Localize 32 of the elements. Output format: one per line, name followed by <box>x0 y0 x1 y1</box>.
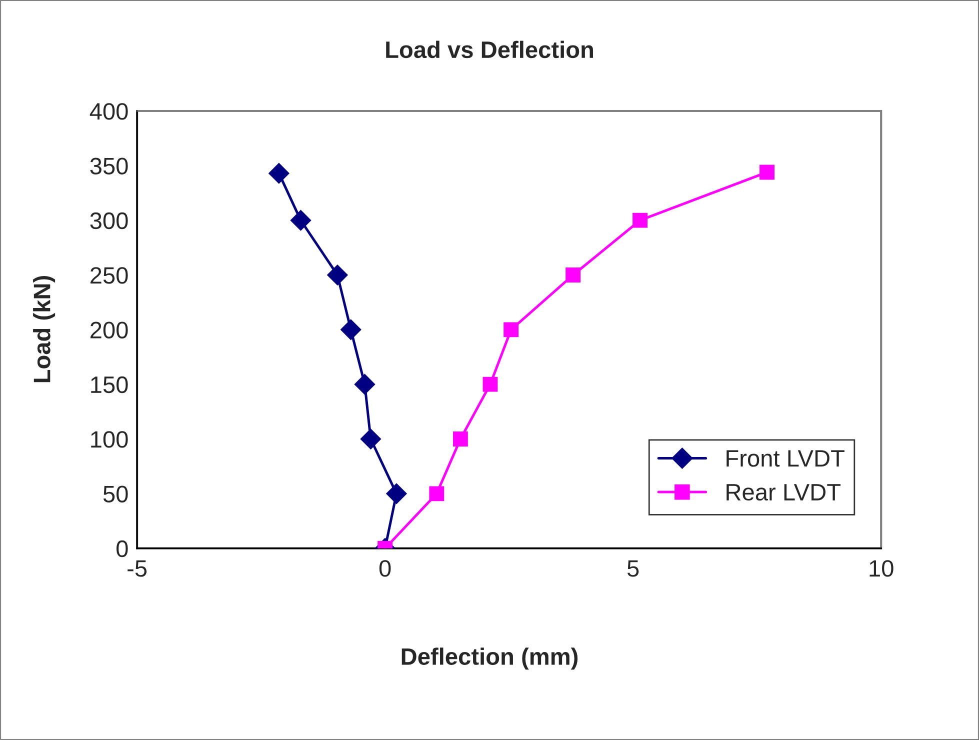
point <box>632 212 648 228</box>
point <box>327 264 348 286</box>
y-tick-label: 350 <box>90 158 128 174</box>
chart-title: Load vs Deflection <box>386 40 594 58</box>
point <box>760 164 774 180</box>
y-tick-label: 150 <box>91 376 128 394</box>
x-tick-label: 5 <box>627 560 639 577</box>
x-tick-label: 0 <box>379 560 391 577</box>
point <box>504 322 519 338</box>
point <box>566 268 581 282</box>
y-tick-label: 250 <box>90 267 128 284</box>
point <box>354 374 376 395</box>
legend-label: Front LVDT <box>726 450 844 467</box>
point <box>290 210 312 231</box>
y-tick-label: 300 <box>90 212 128 230</box>
y-tick-label: 50 <box>103 486 128 502</box>
point <box>429 486 444 502</box>
point <box>482 376 498 392</box>
x-tick-label: -5 <box>128 560 147 577</box>
point <box>340 319 362 340</box>
y-tick-label: 0 <box>116 540 128 558</box>
x-tick-label: 10 <box>870 560 894 577</box>
y-tick-label: 200 <box>90 322 128 338</box>
legend-label: Rear LVDT <box>726 484 841 501</box>
y-axis-title: Load (kN) <box>33 276 56 382</box>
point <box>268 162 290 184</box>
point <box>386 483 407 504</box>
point <box>453 432 468 446</box>
point <box>360 428 382 450</box>
x-axis-title: Deflection (mm) <box>402 648 578 670</box>
y-tick-label: 100 <box>91 431 128 448</box>
y-tick-label: 400 <box>90 103 128 120</box>
